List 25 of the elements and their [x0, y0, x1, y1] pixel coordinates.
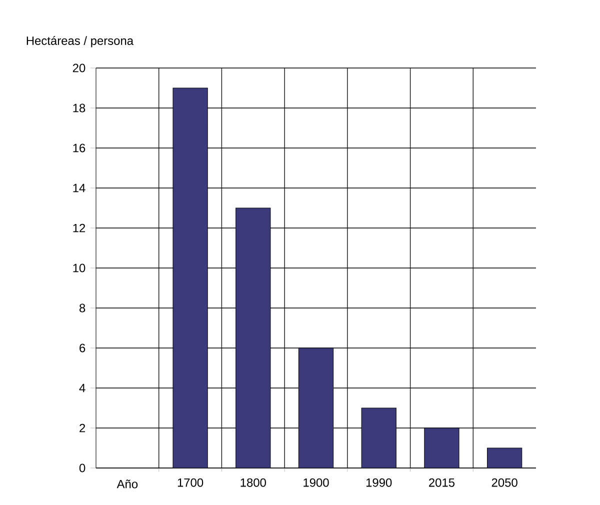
- x-tick-label: 1800: [240, 478, 266, 487]
- x-tick-label: 1900: [304, 478, 329, 487]
- y-tick-label: 16: [73, 144, 86, 152]
- y-tick-label: 10: [73, 264, 86, 272]
- bar: [173, 88, 208, 468]
- x-axis-title: Año: [116, 479, 138, 488]
- x-tick-label: 1700: [178, 478, 204, 487]
- bar: [487, 448, 522, 468]
- y-tick-label: 12: [73, 224, 86, 232]
- y-tick-label: 14: [73, 184, 86, 192]
- y-tick-label: 20: [72, 64, 86, 72]
- y-tick-label: 18: [73, 104, 86, 112]
- y-tick-label: 4: [79, 384, 86, 392]
- y-tick-label: 8: [80, 304, 86, 312]
- bar: [236, 208, 270, 468]
- y-axis-title: Hectáreas / persona: [26, 36, 134, 48]
- x-tick-label: 2015: [429, 478, 454, 487]
- y-tick-label: 2: [80, 424, 86, 432]
- bar: [424, 428, 459, 468]
- x-tick-label: 2050: [492, 478, 518, 487]
- y-tick-label: 0: [79, 464, 86, 472]
- bar: [362, 408, 396, 468]
- bar: [298, 348, 334, 468]
- x-tick-label: 1990: [366, 478, 392, 487]
- y-tick-label: 6: [80, 344, 86, 352]
